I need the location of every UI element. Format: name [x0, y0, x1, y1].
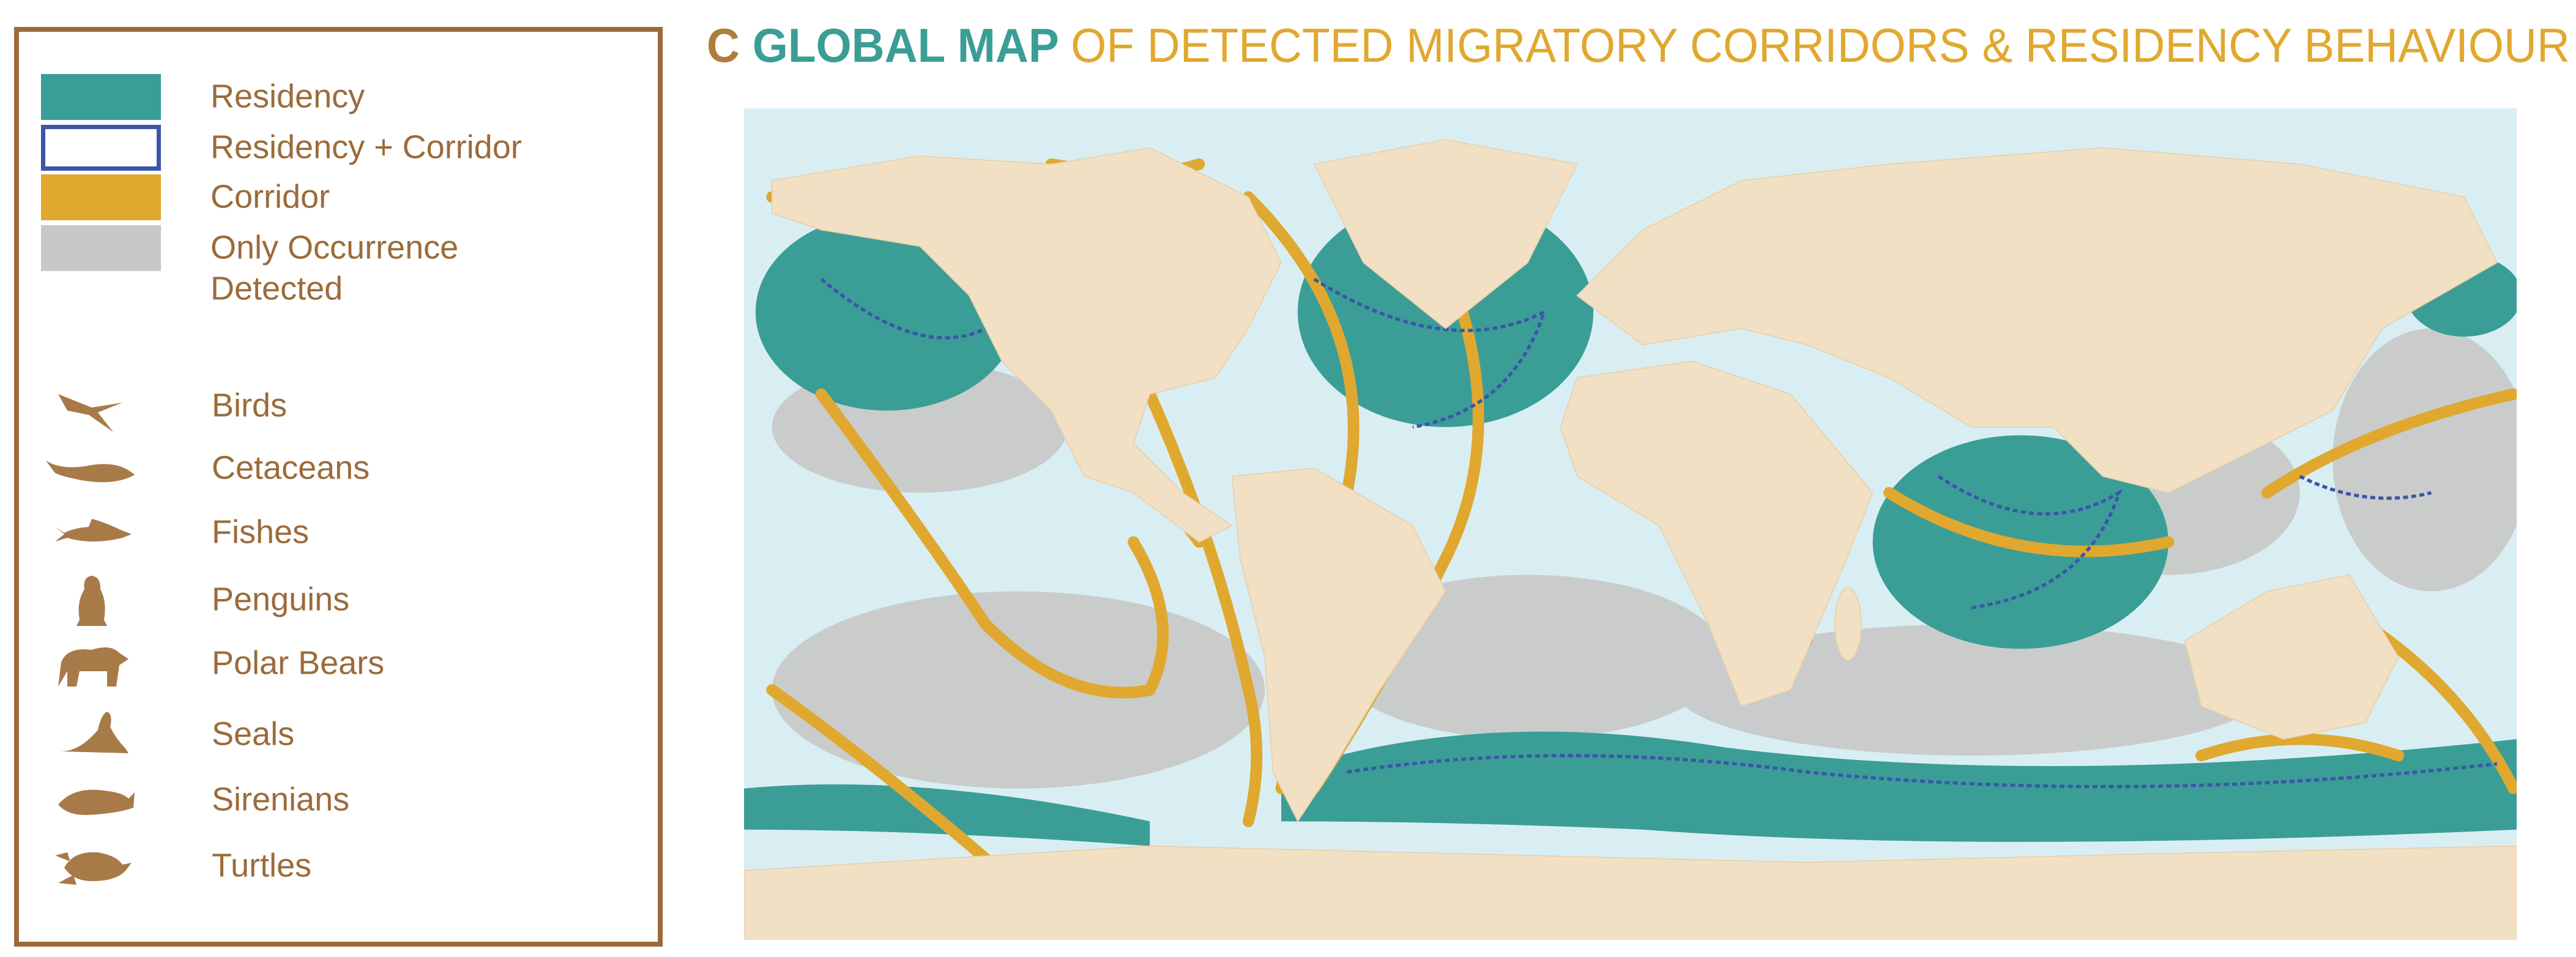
- taxon-icon: [58, 394, 122, 432]
- taxon-label: Polar Bears: [212, 644, 384, 681]
- residency-corridor: [820, 277, 2498, 789]
- title-highlight: GLOBAL MAP: [753, 18, 1059, 72]
- taxon-icon: [58, 789, 135, 815]
- legend-swatch: [41, 74, 161, 120]
- legend-swatch: [41, 125, 161, 171]
- land: [744, 139, 2517, 940]
- legend-label: Detected: [210, 270, 343, 307]
- taxon-label: Penguins: [212, 581, 349, 617]
- panel-label: C: [707, 18, 740, 72]
- title-rest: OF DETECTED MIGRATORY CORRIDORS & RESIDE…: [1071, 18, 2570, 72]
- legend-label: Residency: [210, 78, 365, 114]
- legend-label: Residency + Corridor: [210, 128, 522, 165]
- taxon-icon: [61, 712, 128, 753]
- map: [744, 108, 2517, 940]
- taxon-label: Birds: [212, 387, 287, 423]
- taxon-label: Sirenians: [212, 781, 349, 817]
- legend-swatch: [41, 225, 161, 271]
- taxon-label: Seals: [212, 715, 294, 752]
- legend-swatch: [41, 174, 161, 220]
- taxon-label: Fishes: [212, 513, 309, 550]
- legend-label: Only Occurrence: [210, 229, 458, 266]
- taxon-icon: [55, 519, 132, 542]
- taxon-label: Cetaceans: [212, 449, 370, 486]
- legend: Residency Residency + Corridor Corridor Onl…: [41, 74, 522, 307]
- taxon-icon: [55, 852, 132, 885]
- taxa-legend: Birds Cetaceans Fishes Penguins Polar Bears S…: [46, 387, 384, 885]
- legend-label: Corridor: [210, 178, 330, 215]
- title: C GLOBAL MAP OF DETECTED MIGRATORY CORRI…: [707, 18, 2570, 72]
- taxon-label: Turtles: [212, 847, 311, 884]
- taxon-icon: [58, 647, 128, 687]
- taxon-icon: [46, 461, 135, 483]
- taxon-icon: [76, 576, 107, 626]
